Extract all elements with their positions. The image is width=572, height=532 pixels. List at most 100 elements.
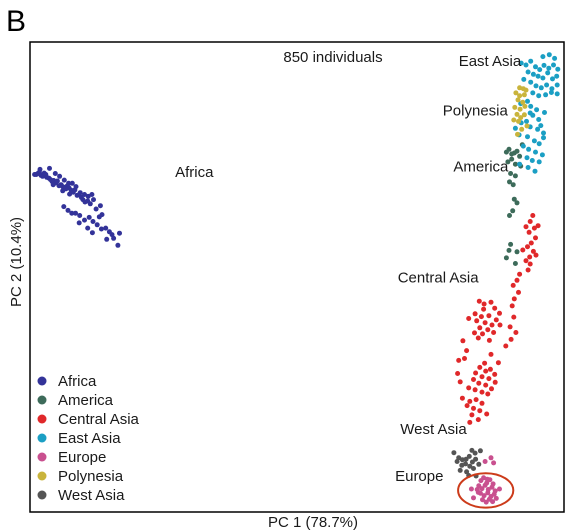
annotation-america: America: [453, 159, 509, 176]
point-central-asia: [474, 318, 480, 324]
point-central-asia: [527, 219, 533, 224]
point-africa: [89, 192, 95, 197]
point-east-asia: [536, 141, 542, 147]
point-europe: [468, 486, 474, 492]
point-central-asia: [508, 336, 514, 342]
point-east-asia: [548, 90, 554, 95]
point-europe: [474, 487, 480, 492]
point-east-asia: [517, 161, 523, 167]
point-africa: [104, 236, 110, 242]
point-east-asia: [540, 75, 546, 81]
point-africa: [109, 232, 115, 238]
point-east-asia: [512, 125, 518, 131]
point-central-asia: [492, 379, 498, 385]
legend-marker-east-asia: [37, 433, 47, 443]
point-central-asia: [520, 247, 526, 253]
point-europe: [482, 459, 488, 464]
point-europe: [497, 486, 502, 492]
point-america: [514, 148, 520, 154]
point-west-asia: [451, 450, 457, 456]
point-central-asia: [482, 360, 488, 366]
point-africa: [50, 182, 56, 188]
legend-label-america: America: [58, 392, 114, 409]
point-africa: [82, 192, 87, 197]
point-central-asia: [511, 296, 517, 302]
point-central-asia: [510, 282, 516, 288]
highlight-layer: [457, 472, 515, 509]
point-east-asia: [546, 65, 552, 71]
point-europe: [471, 495, 476, 501]
series-east-asia: [512, 52, 561, 174]
point-central-asia: [486, 376, 492, 382]
point-east-asia: [536, 159, 542, 165]
point-africa: [65, 207, 71, 213]
point-east-asia: [526, 146, 532, 152]
point-east-asia: [552, 55, 558, 61]
point-central-asia: [473, 370, 479, 376]
point-central-asia: [477, 325, 483, 331]
point-america: [503, 255, 509, 261]
point-east-asia: [521, 76, 527, 82]
point-america: [512, 261, 518, 266]
cluster-annotations: Africa East Asia Polynesia America Central A…: [175, 53, 522, 485]
point-africa: [85, 225, 91, 231]
point-central-asia: [526, 229, 532, 235]
point-east-asia: [534, 107, 540, 113]
point-polynesia: [515, 131, 520, 137]
point-polynesia: [521, 112, 527, 118]
point-central-asia: [533, 252, 539, 258]
point-central-asia: [456, 357, 462, 363]
point-polynesia: [516, 118, 521, 124]
point-africa: [57, 173, 63, 179]
point-central-asia: [527, 254, 533, 260]
point-east-asia: [537, 67, 543, 73]
y-axis-label: PC 2 (10.4%): [8, 217, 25, 307]
point-africa: [69, 180, 75, 186]
legend: Africa America Central Asia East Asia Europe…: [37, 373, 140, 504]
point-central-asia: [527, 261, 533, 267]
point-polynesia: [523, 87, 529, 93]
chart-title: 850 individuals: [283, 49, 382, 66]
point-polynesia: [521, 92, 527, 98]
point-polynesia: [517, 106, 523, 112]
point-east-asia: [545, 70, 551, 76]
point-america: [506, 247, 512, 253]
point-east-asia: [533, 83, 539, 89]
legend-marker-europe: [37, 452, 47, 462]
point-east-asia: [536, 117, 542, 122]
series-polynesia: [511, 85, 530, 137]
point-east-asia: [525, 134, 530, 140]
legend-marker-america: [37, 395, 47, 405]
point-east-asia: [533, 149, 538, 155]
point-east-asia: [525, 165, 531, 170]
point-central-asia: [472, 330, 477, 336]
point-polynesia: [517, 93, 523, 99]
point-africa: [99, 212, 105, 218]
point-central-asia: [507, 324, 513, 330]
point-central-asia: [509, 303, 515, 309]
point-africa: [66, 180, 72, 186]
point-central-asia: [478, 314, 484, 320]
point-east-asia: [530, 71, 536, 77]
point-central-asia: [503, 343, 509, 349]
point-east-asia: [550, 76, 555, 82]
point-africa: [93, 206, 99, 212]
point-central-asia: [464, 403, 470, 409]
point-africa: [94, 222, 100, 228]
point-africa: [73, 210, 78, 216]
point-africa: [77, 213, 83, 218]
point-central-asia: [514, 277, 520, 283]
point-central-asia: [484, 411, 490, 417]
point-east-asia: [520, 143, 526, 149]
series-europe: [468, 455, 502, 505]
point-central-asia: [471, 377, 476, 382]
point-east-asia: [542, 110, 547, 115]
point-africa: [54, 178, 60, 184]
point-central-asia: [523, 258, 529, 264]
point-europe: [489, 484, 495, 490]
point-africa: [73, 184, 79, 190]
point-central-asia: [528, 240, 534, 246]
point-polynesia: [520, 99, 526, 105]
point-africa: [85, 193, 91, 199]
